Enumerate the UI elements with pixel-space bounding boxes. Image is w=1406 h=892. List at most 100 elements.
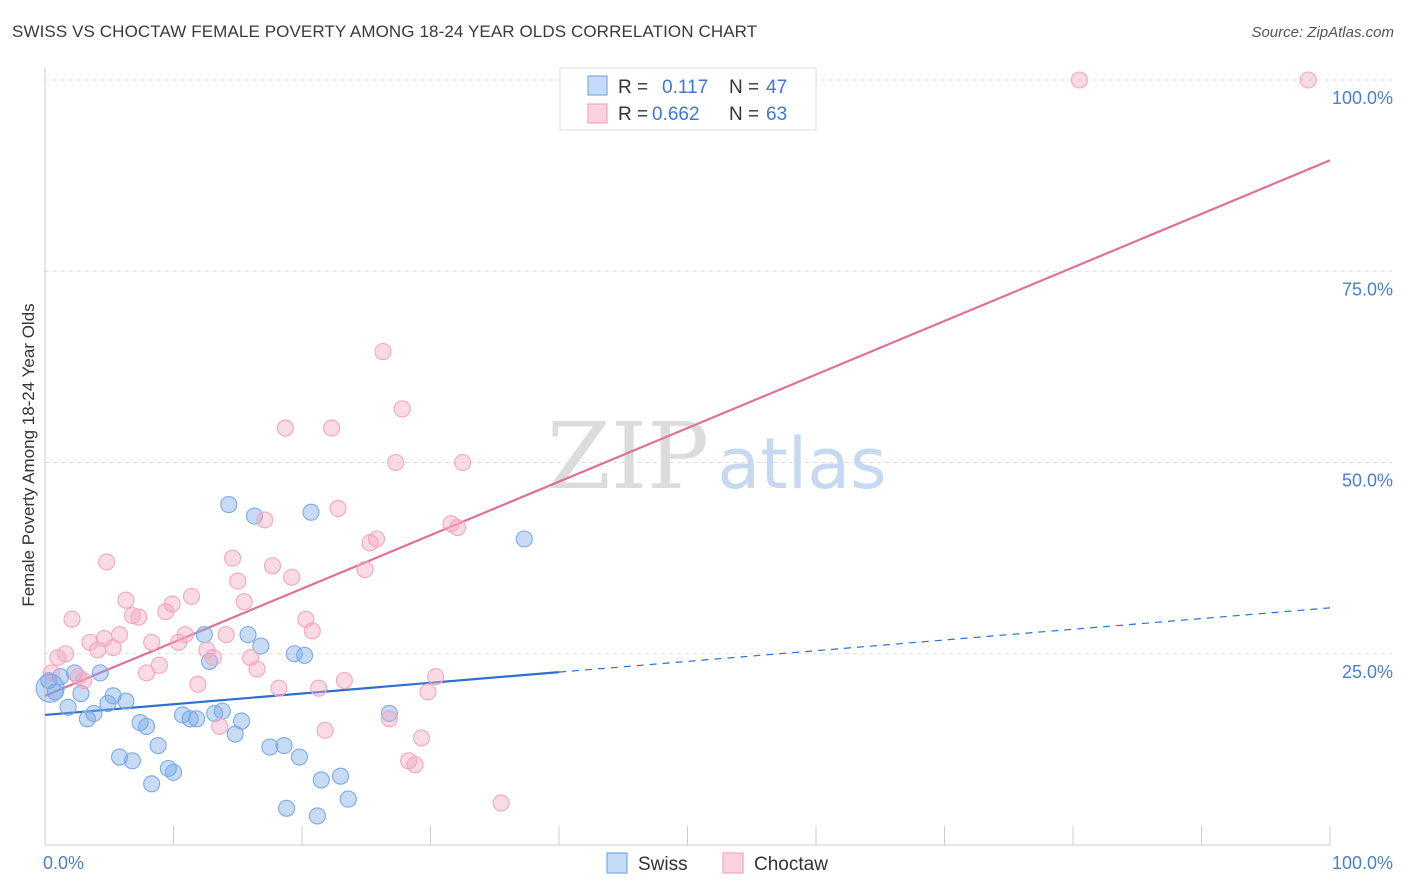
- point-choctaw: [110, 626, 129, 644]
- point-swiss: [278, 799, 296, 817]
- watermark-atlas: atlas: [717, 423, 886, 505]
- point-choctaw: [123, 606, 141, 625]
- point-swiss: [164, 763, 183, 781]
- series-legend: Swiss Choctaw: [606, 852, 828, 875]
- point-choctaw: [182, 587, 201, 605]
- y-tick-label: 75.0%: [1342, 279, 1393, 299]
- point-swiss: [308, 807, 326, 825]
- y-tick-label: 50.0%: [1342, 471, 1393, 491]
- point-choctaw: [163, 595, 181, 613]
- point-choctaw: [256, 511, 274, 529]
- point-choctaw: [137, 664, 156, 682]
- stats-legend: R = 0.117 N = 47 R = 0.662 N = 63: [559, 67, 817, 131]
- point-choctaw: [303, 622, 321, 640]
- x-tick-label: 100.0%: [1332, 853, 1393, 873]
- legend-label-swiss: Swiss: [638, 854, 688, 875]
- point-choctaw: [176, 626, 194, 644]
- point-choctaw: [270, 679, 288, 697]
- point-choctaw: [448, 518, 467, 537]
- legend-swatch-choctaw: [722, 852, 744, 874]
- stats-n-label-choctaw: N =: [729, 104, 759, 125]
- point-choctaw: [323, 419, 341, 437]
- y-tick-label: 100.0%: [1332, 88, 1393, 108]
- point-choctaw: [117, 591, 135, 609]
- point-choctaw: [229, 572, 247, 590]
- point-swiss: [220, 496, 238, 514]
- point-swiss: [261, 738, 279, 756]
- stats-swatch-swiss: [587, 75, 608, 96]
- point-swiss: [91, 664, 109, 682]
- data-points: [35, 71, 1317, 825]
- point-choctaw: [75, 671, 93, 690]
- point-choctaw: [98, 553, 116, 571]
- point-choctaw: [42, 664, 60, 682]
- x-tick-label: 0.0%: [43, 853, 84, 873]
- point-choctaw: [374, 343, 392, 361]
- point-choctaw: [283, 568, 301, 586]
- point-swiss: [143, 775, 161, 793]
- y-axis-label: Female Poverty Among 18-24 Year Olds: [19, 303, 38, 606]
- point-swiss: [239, 626, 257, 644]
- point-choctaw: [224, 549, 242, 567]
- axes: [44, 68, 1331, 846]
- point-choctaw: [276, 419, 294, 437]
- point-choctaw: [492, 794, 510, 812]
- point-choctaw: [419, 683, 437, 701]
- point-choctaw: [406, 756, 424, 774]
- point-swiss: [331, 767, 350, 785]
- stats-r-value-swiss: 0.117: [662, 77, 708, 98]
- point-swiss: [123, 752, 141, 770]
- y-tick-label: 25.0%: [1342, 662, 1393, 682]
- point-swiss: [195, 626, 213, 644]
- point-swiss: [137, 717, 156, 735]
- point-choctaw: [235, 593, 253, 611]
- trend-line-choctaw: [44, 159, 1331, 697]
- point-choctaw: [356, 561, 374, 579]
- tick-labels: 25.0% 50.0% 75.0% 100.0% 0.0% 100.0%: [43, 88, 1393, 873]
- point-choctaw: [1299, 71, 1317, 89]
- watermark-zip: ZIP: [547, 403, 709, 510]
- point-swiss: [290, 748, 308, 766]
- point-swiss: [149, 736, 167, 755]
- point-choctaw: [335, 671, 353, 690]
- point-choctaw: [329, 499, 347, 517]
- point-choctaw: [248, 660, 266, 678]
- point-choctaw: [367, 530, 386, 548]
- point-swiss: [213, 702, 231, 720]
- point-swiss: [181, 710, 199, 728]
- point-swiss: [59, 698, 77, 716]
- point-choctaw: [380, 710, 398, 728]
- point-choctaw: [310, 679, 328, 697]
- stats-swatch-choctaw: [587, 103, 608, 124]
- point-swiss: [85, 704, 103, 722]
- point-choctaw: [217, 626, 235, 644]
- point-choctaw: [189, 675, 207, 693]
- point-choctaw: [49, 649, 67, 667]
- stats-n-label-swiss: N =: [729, 77, 759, 98]
- point-swiss: [233, 712, 251, 730]
- point-choctaw: [57, 645, 75, 663]
- point-choctaw: [393, 400, 411, 418]
- point-choctaw: [63, 610, 81, 628]
- trend-line-swiss-extension: [558, 607, 1331, 673]
- stats-r-label-choctaw: R =: [618, 104, 648, 125]
- legend-label-choctaw: Choctaw: [754, 854, 828, 875]
- point-swiss: [51, 668, 69, 686]
- point-swiss: [245, 507, 264, 525]
- point-swiss: [312, 771, 330, 789]
- stats-n-value-swiss: 47: [766, 77, 787, 98]
- stats-r-value-choctaw: 0.662: [652, 104, 700, 125]
- grid-lines: [45, 79, 1392, 655]
- point-swiss: [252, 637, 270, 655]
- point-swiss: [188, 710, 206, 728]
- point-swiss: [104, 687, 122, 705]
- point-swiss: [515, 530, 533, 548]
- point-choctaw: [412, 729, 431, 747]
- point-swiss: [72, 684, 90, 703]
- point-swiss: [296, 646, 314, 664]
- stats-n-value-choctaw: 63: [766, 104, 787, 125]
- point-choctaw: [263, 557, 281, 575]
- point-choctaw: [143, 633, 161, 651]
- point-choctaw: [427, 668, 445, 686]
